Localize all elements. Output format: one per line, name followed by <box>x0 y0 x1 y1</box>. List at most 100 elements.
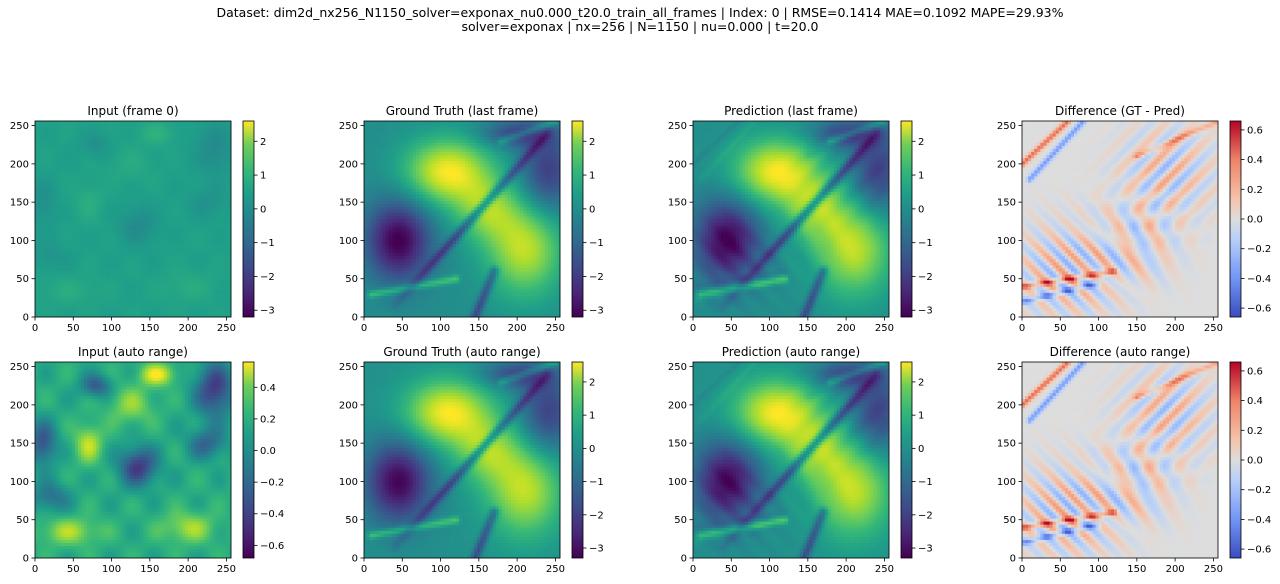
heatmap-cell <box>56 210 59 213</box>
heatmap-cell <box>35 228 38 231</box>
heatmap-cell <box>173 167 176 170</box>
heatmap-cell <box>84 286 87 289</box>
heatmap-cell <box>87 250 90 253</box>
heatmap-cell <box>78 201 81 204</box>
heatmap-cell <box>176 271 179 274</box>
heatmap-cell <box>63 185 66 188</box>
heatmap-cell <box>139 204 142 207</box>
heatmap-cell <box>182 173 185 176</box>
heatmap-cell <box>112 265 115 268</box>
heatmap-cell <box>50 198 53 201</box>
heatmap-cell <box>133 228 136 231</box>
heatmap-cell <box>154 198 157 201</box>
heatmap-cell <box>69 124 72 127</box>
heatmap-cell <box>44 124 47 127</box>
heatmap-cell <box>47 256 50 259</box>
heatmap-cell <box>133 289 136 292</box>
heatmap-cell <box>112 173 115 176</box>
heatmap-cell <box>130 286 133 289</box>
heatmap-cell <box>35 204 38 207</box>
heatmap-cell <box>81 179 84 182</box>
heatmap-cell <box>53 149 56 152</box>
heatmap-cell <box>185 283 188 286</box>
heatmap-cell <box>142 142 145 145</box>
heatmap-cell <box>96 283 99 286</box>
heatmap-cell <box>105 219 108 222</box>
heatmap-cell <box>87 231 90 234</box>
heatmap-cell <box>63 299 66 302</box>
heatmap-cell <box>118 286 121 289</box>
heatmap-cell <box>151 277 154 280</box>
heatmap-cell <box>90 170 93 173</box>
heatmap-cell <box>176 283 179 286</box>
heatmap-cell <box>121 259 124 262</box>
heatmap-cell <box>63 136 66 139</box>
heatmap-cell <box>145 289 148 292</box>
heatmap-cell <box>78 164 81 167</box>
heatmap-cell <box>127 299 130 302</box>
heatmap-cell <box>154 133 157 136</box>
heatmap-cell <box>118 283 121 286</box>
heatmap-cell <box>182 271 185 274</box>
heatmap-cell <box>53 133 56 136</box>
heatmap-cell <box>66 247 69 250</box>
heatmap-cell <box>78 289 81 292</box>
heatmap-cell <box>35 155 38 158</box>
heatmap-cell <box>81 234 84 237</box>
heatmap-cell <box>102 191 105 194</box>
heatmap-cell <box>139 280 142 283</box>
heatmap-cell <box>124 219 127 222</box>
heatmap-cell <box>148 185 151 188</box>
heatmap-cell <box>99 158 102 161</box>
heatmap-cell <box>105 262 108 265</box>
heatmap-cell <box>53 253 56 256</box>
heatmap-cell <box>185 234 188 237</box>
heatmap-cell <box>136 142 139 145</box>
heatmap-cell <box>148 139 151 142</box>
heatmap-cell <box>115 289 118 292</box>
heatmap-cell <box>164 228 167 231</box>
heatmap-cell <box>109 231 112 234</box>
heatmap-cell <box>154 253 157 256</box>
heatmap-cell <box>127 185 130 188</box>
heatmap-cell <box>96 130 99 133</box>
heatmap-cell <box>109 142 112 145</box>
heatmap-cell <box>112 158 115 161</box>
heatmap-cell <box>87 271 90 274</box>
heatmap-cell <box>112 219 115 222</box>
heatmap-cell <box>41 198 44 201</box>
heatmap-cell <box>60 210 63 213</box>
heatmap-cell <box>105 201 108 204</box>
heatmap-cell <box>109 121 112 124</box>
heatmap-cell <box>78 231 81 234</box>
heatmap-cell <box>93 293 96 296</box>
heatmap-cell <box>60 142 63 145</box>
heatmap-cell <box>96 262 99 265</box>
heatmap-cell <box>115 247 118 250</box>
heatmap-cell <box>109 259 112 262</box>
heatmap-cell <box>130 311 133 314</box>
heatmap-cell <box>136 149 139 152</box>
heatmap-cell <box>136 305 139 308</box>
heatmap-cell <box>109 204 112 207</box>
heatmap-cell <box>127 142 130 145</box>
heatmap-cell <box>121 247 124 250</box>
heatmap-cell <box>66 237 69 240</box>
heatmap-cell <box>115 296 118 299</box>
heatmap-cell <box>81 256 84 259</box>
heatmap-cell <box>142 311 145 314</box>
heatmap-cell <box>173 176 176 179</box>
heatmap-cell <box>90 250 93 253</box>
heatmap-cell <box>60 256 63 259</box>
heatmap-cell <box>93 219 96 222</box>
heatmap-cell <box>139 268 142 271</box>
heatmap-cell <box>130 182 133 185</box>
heatmap-cell <box>179 158 182 161</box>
heatmap-cell <box>44 280 47 283</box>
heatmap-cell <box>87 130 90 133</box>
heatmap-cell <box>87 302 90 305</box>
heatmap-cell <box>176 158 179 161</box>
heatmap-cell <box>47 152 50 155</box>
heatmap-cell <box>60 308 63 311</box>
heatmap-cell <box>179 188 182 191</box>
